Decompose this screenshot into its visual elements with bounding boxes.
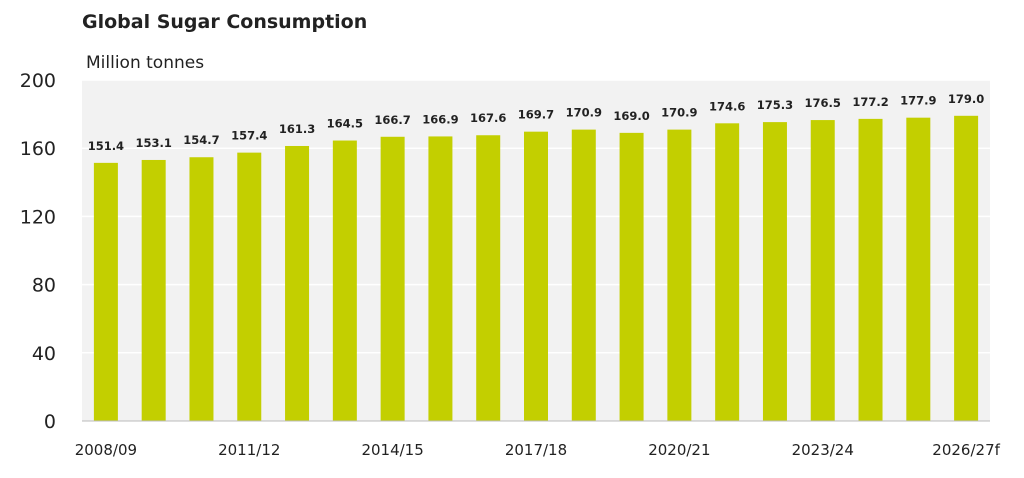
bar [428,136,453,422]
data-label: 177.9 [900,94,936,108]
x-tick-label: 2020/21 [648,441,710,459]
y-axis-ticks: 0 40 80 120 160 200 [20,70,56,433]
bar [762,122,787,422]
y-tick-label: 80 [32,275,56,297]
bar [954,115,979,422]
bar [571,129,596,422]
bars [93,115,979,422]
data-label: 166.9 [422,112,458,126]
data-label: 157.4 [231,129,267,143]
data-label: 169.7 [518,108,554,122]
x-tick-label: 2014/15 [361,441,423,459]
bar [380,136,405,422]
y-tick-label: 200 [20,70,56,92]
bar [93,162,118,421]
data-label: 179.0 [948,92,984,106]
data-label: 161.3 [279,122,315,136]
data-label: 170.9 [566,106,602,120]
bar [524,131,548,421]
data-label: 151.4 [88,139,124,153]
y-unit-label: Million tonnes [86,53,204,73]
bar [858,118,883,422]
data-label: 176.5 [805,96,841,110]
x-axis-ticks: 2008/09 2011/12 2014/15 2017/18 2020/21 2023/… [75,441,1001,459]
x-tick-label: 2026/27f [932,441,1000,459]
data-label: 169.0 [613,109,649,123]
bar [810,120,835,421]
bar [476,135,501,421]
y-tick-label: 160 [20,138,56,160]
data-label: 177.2 [852,95,888,109]
y-tick-label: 120 [20,206,56,228]
x-tick-label: 2008/09 [75,441,137,459]
data-label: 175.3 [757,98,793,112]
bar [332,140,357,421]
bar [715,123,740,421]
data-label: 167.6 [470,111,506,125]
bar [619,132,644,422]
x-tick-label: 2011/12 [218,441,280,459]
data-label: 166.7 [374,113,410,127]
data-labels: 151.4 153.1 154.7 157.4 161.3 164.5 166.7 166.9… [88,92,985,153]
y-tick-label: 0 [44,411,56,433]
bar [906,117,931,422]
data-label: 174.6 [709,99,745,113]
x-tick-label: 2017/18 [505,441,567,459]
bar [285,145,310,421]
data-label: 153.1 [135,136,171,150]
x-tick-label: 2023/24 [792,441,854,459]
bar [667,129,692,422]
bar [237,152,262,421]
y-tick-label: 40 [32,343,56,365]
data-label: 154.7 [183,133,219,147]
bar [141,159,166,422]
bar [189,157,214,421]
chart-title: Global Sugar Consumption [82,11,367,33]
data-label: 170.9 [661,106,697,120]
data-label: 164.5 [327,117,363,131]
